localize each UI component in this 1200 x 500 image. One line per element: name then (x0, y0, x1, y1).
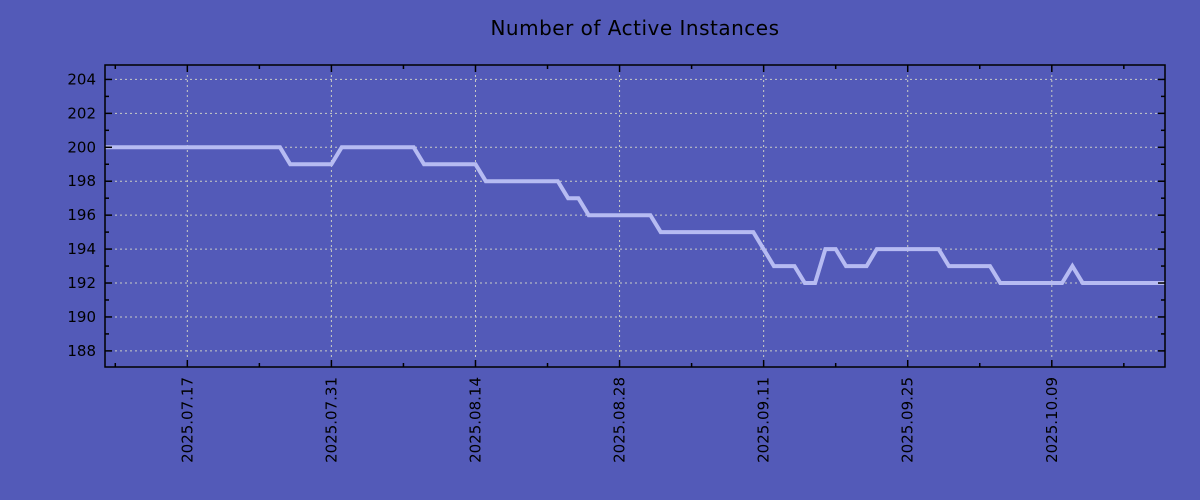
y-tick-label: 198 (67, 172, 96, 190)
plot-border (104, 64, 1166, 368)
y-axis-labels: 188 190 192 194 196 198 200 202 204 (67, 70, 96, 359)
x-tick-label: 2025.07.31 (322, 377, 340, 463)
y-tick-label: 202 (67, 104, 96, 122)
y-tick-label: 194 (67, 240, 96, 258)
y-tick-label: 192 (67, 274, 96, 292)
x-axis-labels: 2025.07.17 2025.07.31 2025.08.14 2025.08.28… (178, 377, 1061, 463)
y-tick-label: 200 (67, 138, 96, 156)
chart-title: Number of Active Instances (490, 16, 780, 40)
y-tick-label: 196 (67, 206, 96, 224)
tick-marks (105, 65, 1165, 367)
x-tick-label: 2025.08.14 (467, 377, 485, 463)
y-tick-label: 190 (67, 308, 96, 326)
x-tick-label: 2025.09.25 (899, 377, 917, 463)
y-tick-label: 204 (67, 70, 96, 88)
x-tick-label: 2025.09.11 (755, 377, 773, 463)
x-tick-label: 2025.08.28 (611, 377, 629, 463)
y-tick-label: 188 (67, 342, 96, 360)
series-line-active-instances (105, 145, 1165, 285)
x-tick-label: 2025.10.09 (1043, 377, 1061, 463)
x-tick-label: 2025.07.17 (178, 377, 196, 463)
